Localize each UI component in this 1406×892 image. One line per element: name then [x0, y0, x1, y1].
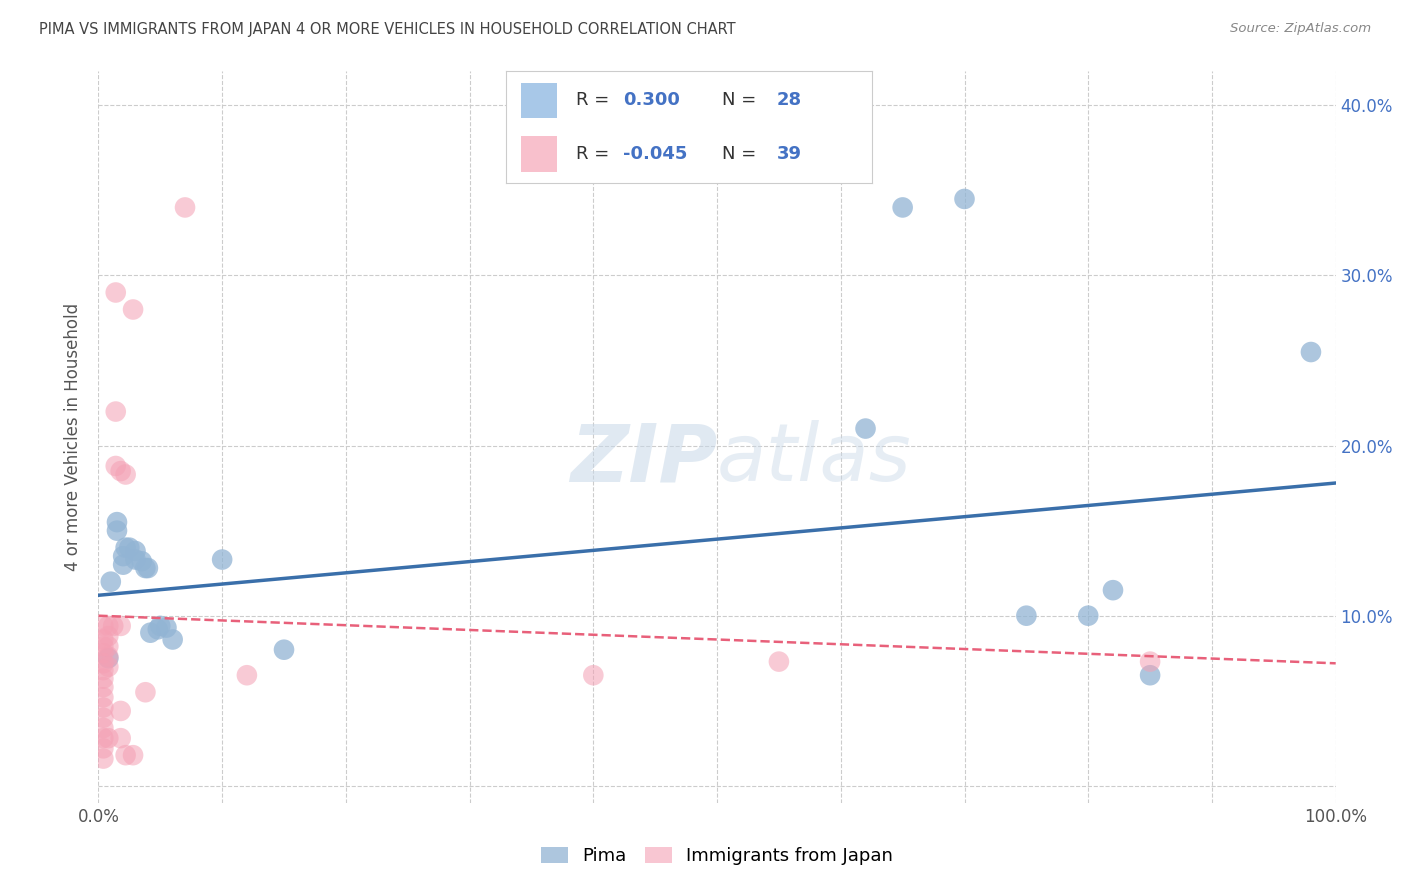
Point: [114, 748, 136, 763]
Point: [105, 524, 128, 538]
Point: [93, 632, 115, 647]
Point: [273, 642, 295, 657]
Point: [1299, 345, 1322, 359]
Point: [93, 700, 115, 714]
Point: [110, 619, 132, 633]
Text: ZIP: ZIP: [569, 420, 717, 498]
Point: [104, 285, 127, 300]
Point: [93, 619, 115, 633]
Point: [131, 554, 153, 568]
Text: PIMA VS IMMIGRANTS FROM JAPAN 4 OR MORE VEHICLES IN HOUSEHOLD CORRELATION CHART: PIMA VS IMMIGRANTS FROM JAPAN 4 OR MORE …: [39, 22, 735, 37]
Text: R =: R =: [575, 145, 614, 163]
Text: 0.300: 0.300: [623, 91, 681, 110]
Point: [93, 646, 115, 660]
Point: [97, 659, 120, 673]
Point: [146, 622, 169, 636]
Point: [93, 640, 115, 654]
Point: [891, 201, 914, 215]
Point: [110, 704, 132, 718]
Point: [103, 619, 125, 633]
Point: [112, 558, 135, 572]
Point: [105, 515, 128, 529]
Point: [162, 632, 184, 647]
Point: [93, 672, 115, 686]
Y-axis label: 4 or more Vehicles in Household: 4 or more Vehicles in Household: [63, 303, 82, 571]
Point: [855, 421, 877, 435]
Point: [124, 552, 146, 566]
Point: [97, 651, 120, 665]
Text: N =: N =: [721, 91, 762, 110]
Point: [136, 561, 159, 575]
Point: [93, 711, 115, 725]
Text: R =: R =: [575, 91, 614, 110]
Point: [104, 404, 127, 418]
Text: 28: 28: [776, 91, 801, 110]
Point: [110, 464, 132, 478]
Point: [114, 467, 136, 482]
Text: 39: 39: [776, 145, 801, 163]
Legend: Pima, Immigrants from Japan: Pima, Immigrants from Japan: [534, 839, 900, 872]
Point: [93, 663, 115, 677]
Point: [93, 680, 115, 694]
Point: [97, 640, 120, 654]
Text: N =: N =: [721, 145, 762, 163]
Point: [110, 731, 132, 746]
Point: [211, 552, 233, 566]
Point: [104, 458, 127, 473]
Point: [97, 619, 120, 633]
Point: [97, 731, 120, 746]
Point: [1139, 655, 1161, 669]
Point: [93, 721, 115, 735]
Text: Source: ZipAtlas.com: Source: ZipAtlas.com: [1230, 22, 1371, 36]
Point: [93, 751, 115, 765]
Point: [93, 741, 115, 756]
Text: atlas: atlas: [717, 420, 912, 498]
Point: [100, 574, 122, 589]
Point: [768, 655, 790, 669]
Point: [93, 657, 115, 671]
Point: [953, 192, 976, 206]
Point: [124, 544, 146, 558]
Point: [236, 668, 259, 682]
Point: [97, 649, 120, 664]
Point: [1015, 608, 1038, 623]
Point: [134, 685, 156, 699]
Text: -0.045: -0.045: [623, 145, 688, 163]
Point: [1139, 668, 1161, 682]
Point: [582, 668, 605, 682]
Point: [134, 561, 156, 575]
Point: [139, 625, 162, 640]
Point: [149, 619, 172, 633]
Point: [97, 629, 120, 643]
Point: [174, 201, 197, 215]
Bar: [520, 83, 557, 119]
Point: [155, 621, 177, 635]
Bar: [520, 136, 557, 171]
Point: [1077, 608, 1099, 623]
Point: [114, 541, 136, 555]
Point: [112, 549, 135, 563]
Point: [118, 541, 141, 555]
Point: [122, 302, 145, 317]
Point: [93, 731, 115, 746]
Point: [1102, 583, 1125, 598]
Point: [93, 690, 115, 705]
Point: [122, 748, 145, 763]
